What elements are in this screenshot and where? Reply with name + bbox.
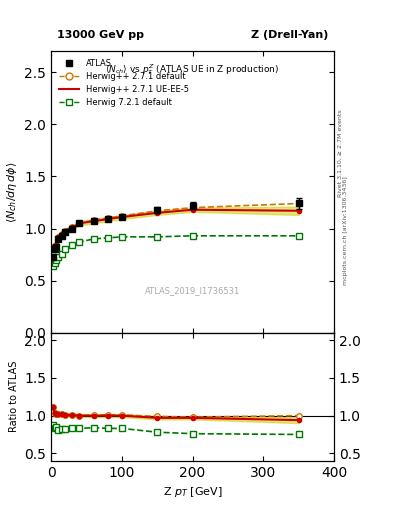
Y-axis label: Ratio to ATLAS: Ratio to ATLAS [9, 361, 19, 433]
Text: ATLAS_2019_I1736531: ATLAS_2019_I1736531 [145, 286, 240, 295]
Text: Z (Drell-Yan): Z (Drell-Yan) [251, 30, 329, 40]
Text: mcplots.cern.ch [arXiv:1306.3436]: mcplots.cern.ch [arXiv:1306.3436] [343, 176, 348, 285]
Text: 13000 GeV pp: 13000 GeV pp [57, 30, 144, 40]
Text: $\langle N_{ch}\rangle$ vs $p_T^Z$ (ATLAS UE in Z production): $\langle N_{ch}\rangle$ vs $p_T^Z$ (ATLA… [105, 62, 280, 77]
Legend: ATLAS, Herwig++ 2.7.1 default, Herwig++ 2.7.1 UE-EE-5, Herwig 7.2.1 default: ATLAS, Herwig++ 2.7.1 default, Herwig++ … [55, 55, 193, 111]
Y-axis label: $\langle N_{ch}/d\eta\,d\phi\rangle$: $\langle N_{ch}/d\eta\,d\phi\rangle$ [5, 161, 19, 223]
Text: Rivet 3.1.10, ≥ 2.7M events: Rivet 3.1.10, ≥ 2.7M events [338, 110, 342, 198]
X-axis label: Z $p_T$ [GeV]: Z $p_T$ [GeV] [163, 485, 222, 499]
